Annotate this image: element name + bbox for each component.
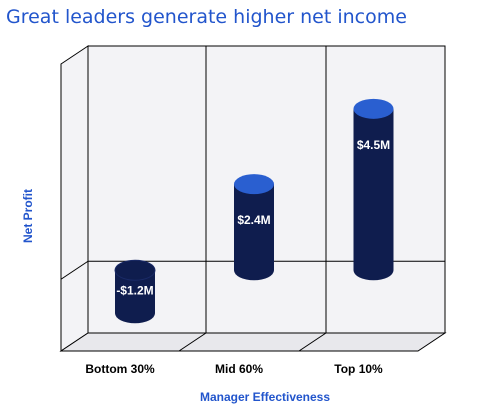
x-tick-label: Top 10%	[334, 362, 383, 376]
x-tick-label: Mid 60%	[215, 362, 263, 376]
floor	[59, 332, 447, 352]
side-wall	[60, 45, 89, 352]
floor-divider	[178, 332, 207, 352]
bar: -$1.2M	[114, 259, 156, 324]
y-axis-label: Net Profit	[21, 189, 35, 243]
bar-body	[234, 184, 274, 281]
data-label: -$1.2M	[116, 283, 153, 297]
zero-gridline-side	[60, 260, 89, 280]
x-axis-label: Manager Effectiveness	[199, 390, 331, 404]
data-label: $2.4M	[237, 213, 270, 227]
bar-top-cap	[114, 259, 156, 281]
bar-body	[115, 270, 155, 324]
chart-title: Great leaders generate higher net income	[6, 6, 407, 28]
bar-top-cap	[353, 98, 394, 119]
data-label: $4.5M	[357, 138, 390, 152]
bar-top-cap	[234, 174, 274, 195]
bar: $2.4M	[234, 174, 274, 281]
bar: $4.5M	[353, 98, 394, 281]
bar-body	[353, 108, 394, 281]
floor-divider	[298, 332, 327, 352]
x-tick-label: Bottom 30%	[85, 362, 155, 376]
